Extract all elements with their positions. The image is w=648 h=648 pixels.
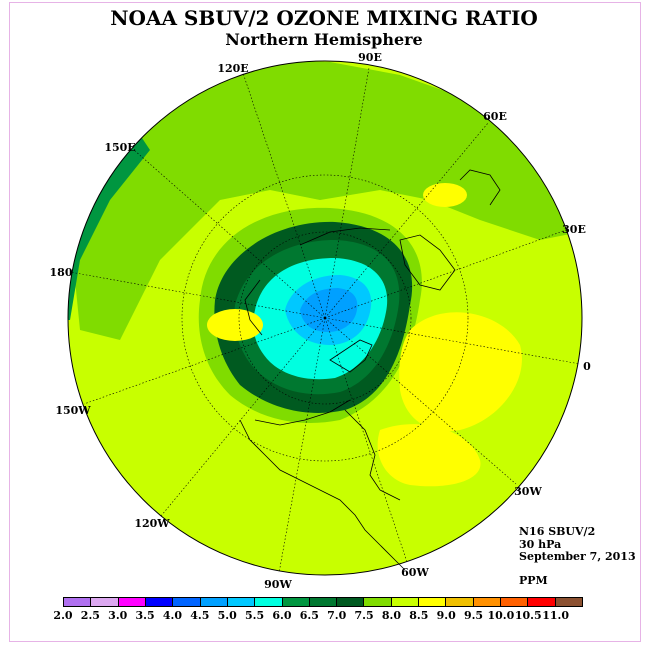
lon-label-120e: 120E [217,62,248,75]
map-boundary [67,60,583,576]
lon-label-150e: 150E [104,141,135,154]
coast-scandinavia [399,234,456,291]
lon-label-0: 0 [583,360,591,373]
field-8-5-east [399,312,522,432]
color-scale-tick-label: 3.0 [108,609,128,622]
map-subtitle: Northern Hemisphere [225,30,423,49]
meridian-150e [133,149,326,319]
color-scale-segment [118,598,146,606]
color-scale-segment [446,598,474,606]
color-scale-tick-label: 6.0 [272,609,292,622]
color-scale-segment [173,598,201,606]
color-scale-tick-label: 10.5 [514,609,542,622]
meridian-150w [83,317,326,405]
lon-label-30e: 30E [562,223,586,236]
color-scale-tick-label: 7.5 [354,609,374,622]
map-title: NOAA SBUV/2 OZONE MIXING RATIO [110,6,538,30]
color-scale-tick-label: 9.5 [463,609,484,622]
longitude-labels: 90E 60E 30E 0 30W 60W 90W 120W 150W 180 … [50,51,592,591]
color-scale-tick-label: 6.5 [299,609,319,622]
color-scale-tick-label: 11.0 [542,609,570,622]
meridian-60w [324,317,408,563]
lon-label-90w: 90W [264,578,292,591]
color-scale-segment [528,598,556,606]
color-scale-segment [91,598,119,606]
meridian-120e [242,72,326,319]
lon-label-150w: 150W [55,404,91,417]
color-scale-ticks: 2.0 2.5 3.0 3.5 4.0 4.5 5.0 5.5 6.0 6.5 7.0 7.5 8.0 8… [53,609,583,623]
coast-mediterranean [459,169,501,206]
color-scale-segment [200,598,228,606]
meridian-120w [160,317,326,517]
lon-label-120w: 120W [134,517,170,530]
color-scale-segment [419,598,447,606]
units-label: PPM [519,574,548,587]
color-scale-tick-label: 10.0 [487,609,515,622]
satellite-label: N16 SBUV/2 [519,525,596,538]
meridian-60e [324,122,489,319]
field-8-5-pacific [207,309,263,341]
color-scale-segment [145,598,174,606]
color-scale-tick-label: 3.5 [135,609,155,622]
coastlines [239,169,501,571]
latitude-circle-40 [181,174,469,462]
color-scale-tick-label: 4.0 [162,609,183,622]
lon-label-60w: 60W [401,566,429,579]
coast-greenland [329,339,373,373]
meridian-90w [278,317,326,574]
meridian-90e [324,67,370,319]
lon-label-90e: 90E [358,51,382,64]
color-scale-segment [555,598,582,606]
field-7-5-north [68,61,582,340]
pressure-level-label: 30 hPa [519,537,562,551]
color-scale-tick-label: 9.0 [436,609,456,622]
date-label: September 7, 2013 [519,550,636,563]
field-8-5-southeast [377,424,481,487]
color-scale-segment [364,598,392,606]
lon-label-60e: 60E [483,110,507,123]
color-scale-segment [64,598,92,606]
color-scale-tick-label: 8.5 [409,609,429,622]
color-scale-segment [337,598,365,606]
color-scale-segment [473,598,501,606]
coast-siberia [299,227,391,246]
color-scale-segment [391,598,420,606]
metadata-block: N16 SBUV/2 30 hPa September 7, 2013 [519,525,636,564]
lon-label-30w: 30W [514,485,542,498]
color-scale-tick-label: 2.5 [80,609,100,622]
color-scale-segment [255,598,283,606]
meridian-30e [324,229,567,319]
color-scale-segment [309,598,338,606]
color-scale-tick-label: 5.5 [245,609,265,622]
coast-north-america-north [254,399,351,426]
color-scale-segment [501,598,529,606]
lon-label-180: 180 [50,266,73,279]
figure-frame [9,2,641,642]
color-scale-bar [63,597,583,607]
latitude-circle-60 [238,231,412,405]
meridian-30w [324,317,517,485]
color-scale-tick-label: 8.0 [381,609,401,622]
color-scale-segment [282,598,310,606]
color-scale-tick-label: 4.5 [190,609,210,622]
meridian-180 [69,271,326,319]
coast-north-america-west [239,419,406,571]
graticule [69,67,581,574]
color-scale-segment [227,598,256,606]
color-scale-tick-label: 7.0 [327,609,347,622]
color-scale-tick-label: 5.0 [217,609,237,622]
field-8-5-europe [423,183,467,207]
coast-bering [244,279,263,336]
color-scale-tick-label: 2.0 [53,609,73,622]
meridian-0 [324,317,581,365]
